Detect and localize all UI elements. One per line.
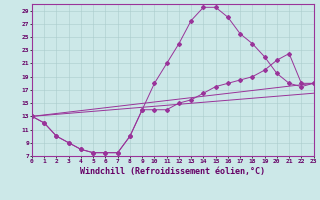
- X-axis label: Windchill (Refroidissement éolien,°C): Windchill (Refroidissement éolien,°C): [80, 167, 265, 176]
